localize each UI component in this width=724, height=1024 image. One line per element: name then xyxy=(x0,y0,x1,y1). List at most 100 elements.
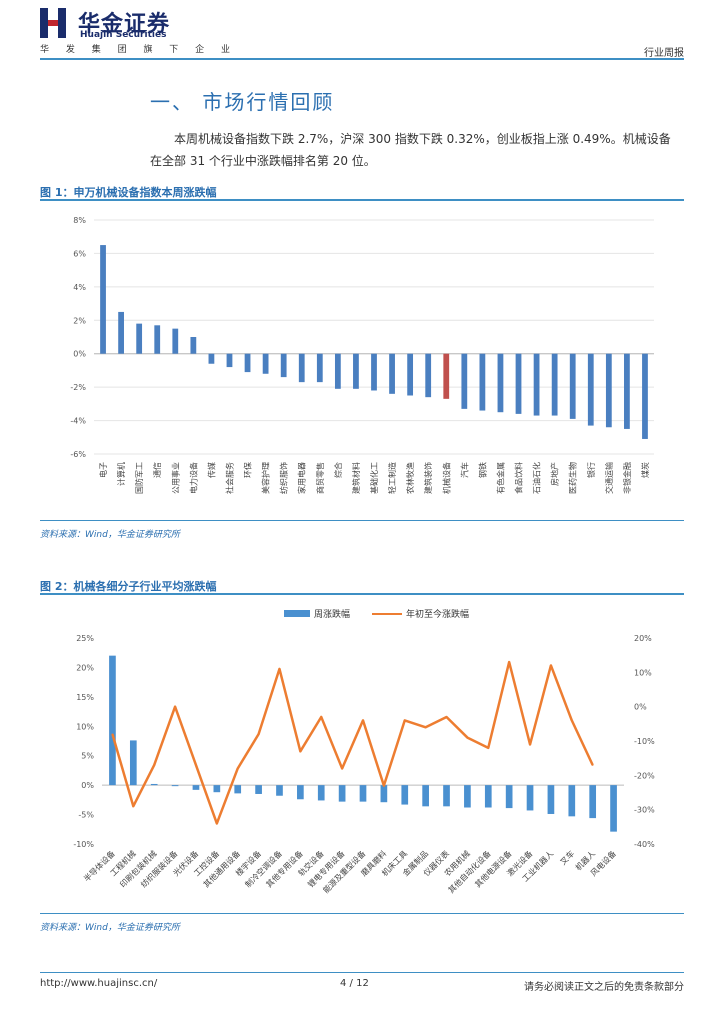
x-tick-label: 机械设备 xyxy=(441,462,451,494)
ytd-line-point xyxy=(320,716,323,718)
bar xyxy=(422,785,429,807)
figure2-top-rule xyxy=(40,593,684,595)
figure1-source: 资料来源：Wind，华金证券研究所 xyxy=(40,530,180,540)
ytd-line-point xyxy=(174,705,176,708)
bar xyxy=(171,785,179,787)
ytd-line-point xyxy=(529,743,531,746)
bar xyxy=(172,328,179,354)
x-tick-label: 公用事业 xyxy=(170,462,180,494)
bar xyxy=(624,353,630,429)
x-tick-label: 叉车 xyxy=(558,848,576,866)
bar xyxy=(547,785,555,814)
bar xyxy=(334,353,341,389)
bar xyxy=(642,353,648,439)
right-y-tick-label: -30% xyxy=(634,806,655,815)
figure2-source: 资料来源：Wind，华金证券研究所 xyxy=(40,923,180,933)
bar xyxy=(154,325,161,354)
x-tick-label: 交通运输 xyxy=(604,462,614,494)
bar xyxy=(353,353,359,389)
bar xyxy=(389,353,395,394)
figure1-top-rule xyxy=(40,199,684,201)
y-tick-label: -4% xyxy=(70,417,86,426)
x-tick-label: 通信 xyxy=(152,462,162,478)
left-y-tick-label: 25% xyxy=(76,634,94,643)
logo-english-name: Huajin Securities xyxy=(80,30,167,40)
bar xyxy=(190,337,197,354)
bar xyxy=(118,311,124,354)
bar xyxy=(461,353,468,409)
x-tick-label: 环保 xyxy=(243,462,253,478)
x-tick-label: 电子 xyxy=(98,462,108,478)
bar xyxy=(208,353,215,364)
bar xyxy=(262,353,269,374)
y-tick-label: 6% xyxy=(73,249,86,258)
ytd-line-point xyxy=(236,767,239,770)
bar xyxy=(568,785,576,817)
bar xyxy=(589,785,597,819)
ytd-line-point xyxy=(424,726,427,729)
bar xyxy=(551,353,558,416)
x-tick-label: 基础化工 xyxy=(369,462,379,494)
bar xyxy=(100,245,106,354)
bar xyxy=(359,785,367,802)
bar xyxy=(280,353,287,378)
legend-bar-swatch xyxy=(284,610,310,617)
bar xyxy=(569,353,576,419)
bar xyxy=(497,353,504,413)
right-y-tick-label: -10% xyxy=(634,737,655,746)
x-tick-label: 医药生物 xyxy=(568,462,578,494)
x-tick-label: 轻工制造 xyxy=(387,462,397,494)
bar xyxy=(464,785,471,808)
header-divider xyxy=(40,58,684,60)
x-tick-label: 建筑装饰 xyxy=(423,462,433,494)
right-y-tick-label: 10% xyxy=(634,668,652,677)
bar xyxy=(136,323,143,354)
report-type-label: 行业周报 xyxy=(644,48,684,59)
right-y-tick-label: 0% xyxy=(634,703,647,712)
ytd-line-point xyxy=(383,784,385,787)
right-y-tick-label: -40% xyxy=(634,840,655,849)
bar xyxy=(479,353,486,411)
legend-bar-label: 周涨跌幅 xyxy=(314,608,350,620)
bar xyxy=(526,785,534,811)
bar xyxy=(317,785,325,801)
ytd-line-point xyxy=(257,733,260,735)
x-tick-label: 农林牧渔 xyxy=(405,462,415,494)
x-tick-label: 半导体设备 xyxy=(81,848,116,883)
paragraph-line-1: 本周机械设备指数下跌 2.7%，沪深 300 指数下跌 0.32%，创业板指上涨… xyxy=(174,132,671,146)
legend-line-label: 年初至今涨跌幅 xyxy=(406,608,469,620)
y-tick-label: 8% xyxy=(73,216,86,225)
ytd-line-point xyxy=(341,767,343,770)
y-tick-label: -6% xyxy=(70,450,86,459)
x-tick-label: 商贸零售 xyxy=(315,462,325,494)
bar xyxy=(297,785,304,800)
left-y-tick-label: 0% xyxy=(81,781,94,790)
x-tick-label: 汽车 xyxy=(459,462,469,478)
footer-url-link[interactable]: http://www.huajinsc.cn/ xyxy=(40,978,158,989)
figure2-chart: 周涨跌幅 年初至今涨跌幅 25% 20% 15% 10% 5% 0% -5% -10% 20% 10%… xyxy=(73,608,655,895)
x-tick-label: 建筑材料 xyxy=(351,462,361,494)
logo-chinese-name: 华金证券 xyxy=(78,12,171,37)
x-tick-label: 钢铁 xyxy=(477,462,487,478)
bar xyxy=(244,353,251,373)
bar xyxy=(407,353,414,396)
bar xyxy=(109,655,116,786)
section-paragraph: 本周机械设备指数下跌 2.7%，沪深 300 指数下跌 0.32%，创业板指上涨… xyxy=(150,128,684,172)
bar xyxy=(610,785,617,832)
bar xyxy=(443,785,450,807)
logo-mark xyxy=(40,8,66,38)
x-tick-label: 家用电器 xyxy=(297,462,307,494)
section-title: 一、 市场行情回顾 xyxy=(150,90,335,114)
y-tick-label: 2% xyxy=(73,316,86,325)
right-y-tick-label: -20% xyxy=(634,771,655,780)
bar xyxy=(150,783,158,786)
x-tick-label: 社会服务 xyxy=(224,462,234,494)
bar xyxy=(515,353,522,414)
ytd-line-point xyxy=(299,750,302,753)
x-tick-label: 综合 xyxy=(333,462,343,478)
bar xyxy=(213,785,221,793)
x-tick-label: 银行 xyxy=(586,462,596,478)
bar xyxy=(129,740,137,786)
figure1-title: 图 1：申万机械设备指数本周涨跌幅 xyxy=(40,186,217,199)
x-tick-label: 美容护理 xyxy=(261,462,271,494)
